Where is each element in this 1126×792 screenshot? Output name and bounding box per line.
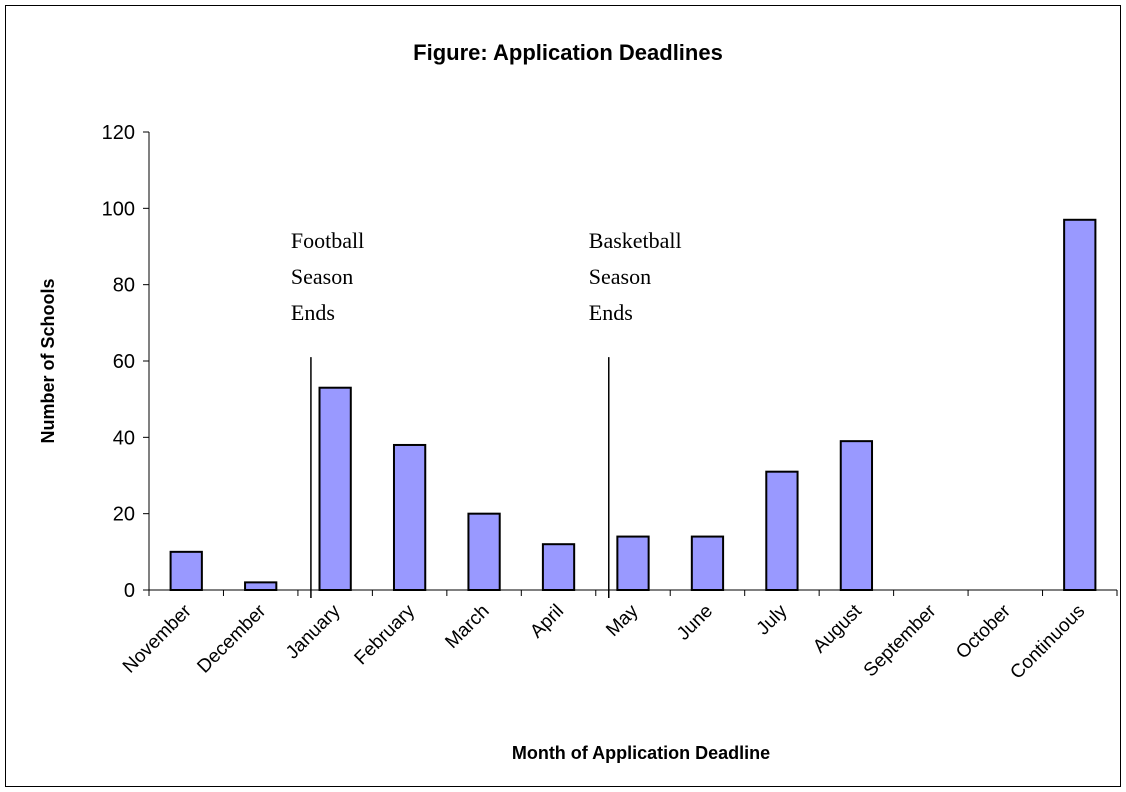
bars — [169, 218, 1097, 592]
y-tick-label: 100 — [102, 198, 135, 220]
y-tick-label: 60 — [113, 351, 135, 373]
bar-june — [690, 535, 725, 591]
bar-august — [839, 440, 874, 591]
x-axis-label: Month of Application Deadline — [512, 743, 770, 763]
y-tick-label: 80 — [113, 275, 135, 297]
y-axis: 0 20 40 60 80 100 120 — [102, 122, 150, 602]
annotations: Football Season Ends Basketball Season Ends — [291, 228, 682, 598]
bar-may — [616, 535, 650, 591]
bar-january — [318, 386, 352, 592]
annotation-text: Football — [291, 228, 364, 253]
bar-march — [467, 512, 501, 592]
bar-december — [244, 581, 278, 591]
bar-continuous — [1063, 218, 1097, 592]
y-tick-label: 40 — [113, 427, 135, 449]
annotation-text: Ends — [291, 300, 335, 325]
bar-november — [169, 550, 203, 591]
annotation-text: Season — [291, 264, 353, 289]
y-axis-label: Number of Schools — [38, 278, 58, 443]
y-tick-label: 20 — [113, 504, 135, 526]
annotation-text: Ends — [589, 300, 633, 325]
y-tick-label: 120 — [102, 122, 135, 144]
bar-february — [392, 443, 427, 592]
bar-april — [541, 543, 576, 592]
bar-july — [765, 470, 799, 591]
annotation-text: Basketball — [589, 228, 682, 253]
annotation-text: Season — [589, 264, 651, 289]
chart-title: Figure: Application Deadlines — [413, 40, 723, 65]
chart-frame — [5, 5, 1121, 787]
y-tick-label: 0 — [124, 580, 135, 602]
